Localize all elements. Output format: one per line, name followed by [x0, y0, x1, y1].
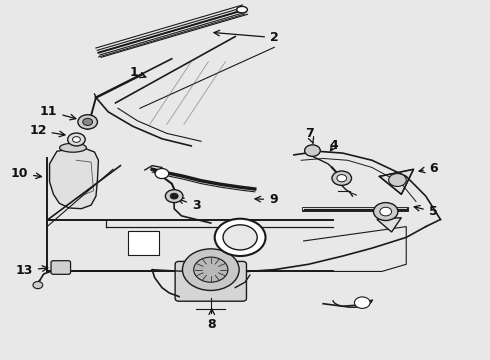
Circle shape — [337, 175, 346, 182]
Circle shape — [182, 249, 239, 291]
Circle shape — [223, 225, 257, 250]
Text: 11: 11 — [40, 105, 76, 120]
FancyBboxPatch shape — [51, 261, 71, 274]
Polygon shape — [379, 169, 414, 194]
Circle shape — [33, 282, 43, 289]
Text: 13: 13 — [16, 264, 48, 277]
Text: 2: 2 — [214, 30, 279, 44]
Circle shape — [215, 219, 266, 256]
Bar — [128, 231, 159, 255]
Circle shape — [373, 203, 398, 221]
Circle shape — [83, 118, 93, 126]
Text: 9: 9 — [255, 193, 278, 206]
Text: 8: 8 — [207, 309, 216, 331]
Ellipse shape — [237, 6, 247, 13]
Text: 6: 6 — [419, 162, 438, 175]
Circle shape — [194, 257, 228, 282]
Text: 10: 10 — [10, 167, 42, 180]
Text: 3: 3 — [178, 198, 200, 212]
Text: 5: 5 — [414, 205, 438, 218]
Text: 4: 4 — [330, 139, 338, 152]
Circle shape — [73, 136, 80, 142]
Text: 12: 12 — [29, 124, 65, 137]
Circle shape — [354, 297, 370, 309]
Circle shape — [170, 193, 178, 199]
Circle shape — [332, 171, 351, 185]
Circle shape — [165, 190, 183, 203]
Circle shape — [78, 115, 98, 129]
Polygon shape — [49, 147, 98, 209]
Text: 7: 7 — [305, 127, 314, 143]
Text: 1: 1 — [129, 66, 146, 79]
Circle shape — [380, 207, 392, 216]
Circle shape — [305, 145, 320, 156]
FancyBboxPatch shape — [175, 261, 246, 301]
Circle shape — [389, 174, 406, 186]
Circle shape — [155, 168, 169, 179]
Ellipse shape — [60, 143, 86, 152]
Circle shape — [68, 133, 85, 146]
Polygon shape — [377, 218, 401, 232]
